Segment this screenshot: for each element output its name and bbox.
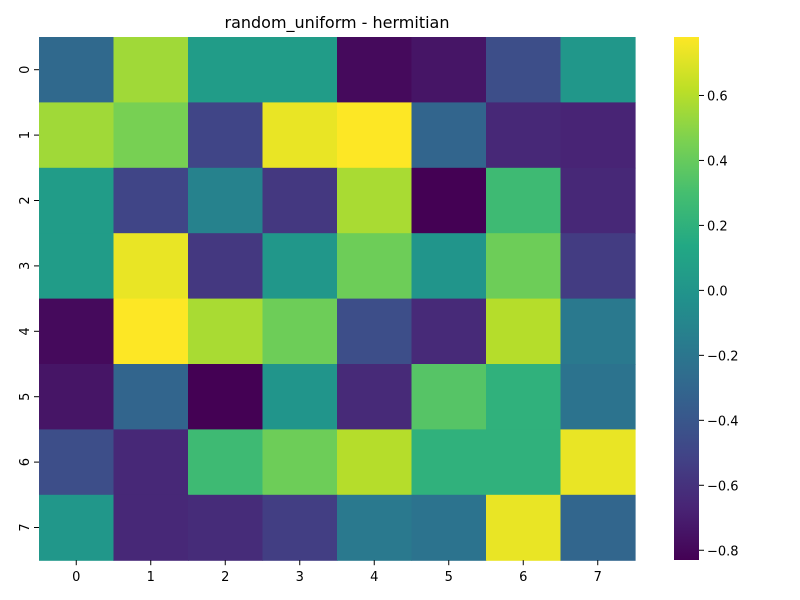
heatmap-cell-6-1 <box>113 429 189 496</box>
heatmap-cell-0-0 <box>39 37 115 103</box>
heatmap-cell-0-3 <box>262 37 338 103</box>
heatmap-cell-6-5 <box>411 429 487 496</box>
y-tick-label: 2 <box>18 196 33 204</box>
heatmap-cell-0-4 <box>337 37 413 103</box>
heatmap-cell-2-1 <box>113 167 189 234</box>
x-tick-label: 5 <box>445 570 453 585</box>
heatmap-cell-5-1 <box>113 364 189 430</box>
colorbar-gradient <box>674 37 699 560</box>
heatmap-cell-6-3 <box>262 429 338 496</box>
colorbar-tick-label: 0.2 <box>707 219 728 234</box>
heatmap-cell-1-1 <box>113 102 189 169</box>
heatmap-cell-0-2 <box>188 37 264 103</box>
heatmap-cell-5-5 <box>411 364 487 430</box>
y-tick-label: 6 <box>18 458 33 466</box>
x-axis: 0 1 2 3 4 5 6 7 <box>72 560 602 585</box>
heatmap-cell-7-2 <box>188 494 264 561</box>
colorbar-tick-label: −0.6 <box>707 479 739 494</box>
heatmap-cell-3-7 <box>560 233 636 300</box>
x-tick-label: 2 <box>221 570 229 585</box>
heatmap-cell-1-6 <box>486 102 562 169</box>
heatmap-cell-4-0 <box>39 298 115 365</box>
heatmap-cell-6-7 <box>560 429 636 496</box>
y-tick-label: 5 <box>18 393 33 401</box>
heatmap-cell-3-2 <box>188 233 264 300</box>
y-tick-label: 7 <box>18 523 33 531</box>
x-tick-label: 4 <box>370 570 378 585</box>
y-axis: 0 1 2 3 4 5 6 7 <box>18 66 39 532</box>
heatmap-cell-4-3 <box>262 298 338 365</box>
heatmap-cell-5-0 <box>39 364 115 430</box>
heatmap-cell-4-7 <box>560 298 636 365</box>
heatmap-cells <box>39 37 636 561</box>
heatmap-cell-7-7 <box>560 494 636 561</box>
heatmap-cell-7-6 <box>486 494 562 561</box>
heatmap-cell-6-0 <box>39 429 115 496</box>
heatmap-cell-2-4 <box>337 167 413 234</box>
x-tick-label: 7 <box>594 570 602 585</box>
heatmap-cell-2-5 <box>411 167 487 234</box>
colorbar-tick-label: −0.8 <box>707 544 739 559</box>
heatmap-cell-2-6 <box>486 167 562 234</box>
heatmap-cell-4-2 <box>188 298 264 365</box>
heatmap-cell-3-6 <box>486 233 562 300</box>
heatmap-cell-3-3 <box>262 233 338 300</box>
heatmap-cell-7-3 <box>262 494 338 561</box>
colorbar-tick-label: 0.0 <box>707 284 728 299</box>
heatmap-cell-0-7 <box>560 37 636 103</box>
heatmap-cell-2-7 <box>560 167 636 234</box>
heatmap-cell-3-0 <box>39 233 115 300</box>
x-tick-label: 6 <box>519 570 527 585</box>
heatmap-cell-6-6 <box>486 429 562 496</box>
colorbar: −0.8 −0.6 −0.4 −0.2 0.0 0.2 0.4 0.6 <box>674 37 739 560</box>
colorbar-tick-label: 0.4 <box>707 154 728 169</box>
heatmap-cell-6-2 <box>188 429 264 496</box>
heatmap-cell-0-5 <box>411 37 487 103</box>
heatmap-cell-4-4 <box>337 298 413 365</box>
y-tick-label: 3 <box>18 262 33 270</box>
heatmap-cell-5-3 <box>262 364 338 430</box>
heatmap-cell-7-1 <box>113 494 189 561</box>
heatmap-cell-1-3 <box>262 102 338 169</box>
heatmap-cell-7-5 <box>411 494 487 561</box>
colorbar-tick-label: −0.2 <box>707 349 739 364</box>
heatmap-cell-2-0 <box>39 167 115 234</box>
chart-title: random_uniform - hermitian <box>224 13 449 33</box>
heatmap-cell-2-3 <box>262 167 338 234</box>
heatmap-cell-3-1 <box>113 233 189 300</box>
heatmap-cell-7-4 <box>337 494 413 561</box>
heatmap-cell-1-4 <box>337 102 413 169</box>
heatmap-cell-5-4 <box>337 364 413 430</box>
heatmap-cell-4-6 <box>486 298 562 365</box>
heatmap-cell-6-4 <box>337 429 413 496</box>
heatmap-cell-5-7 <box>560 364 636 430</box>
x-tick-label: 3 <box>296 570 304 585</box>
heatmap-cell-0-6 <box>486 37 562 103</box>
heatmap-cell-3-5 <box>411 233 487 300</box>
heatmap-cell-1-7 <box>560 102 636 169</box>
heatmap-cell-5-2 <box>188 364 264 430</box>
heatmap-cell-4-1 <box>113 298 189 365</box>
x-tick-label: 0 <box>72 570 80 585</box>
y-tick-label: 0 <box>18 66 33 74</box>
heatmap-cell-4-5 <box>411 298 487 365</box>
y-tick-label: 1 <box>18 131 33 139</box>
heatmap-cell-2-2 <box>188 167 264 234</box>
heatmap-cell-1-2 <box>188 102 264 169</box>
heatmap-cell-5-6 <box>486 364 562 430</box>
colorbar-tick-label: −0.4 <box>707 414 739 429</box>
x-tick-label: 1 <box>147 570 155 585</box>
heatmap-cell-3-4 <box>337 233 413 300</box>
heatmap-cell-0-1 <box>113 37 189 103</box>
heatmap-cell-1-0 <box>39 102 115 169</box>
heatmap-cell-1-5 <box>411 102 487 169</box>
colorbar-tick-label: 0.6 <box>707 89 728 104</box>
heatmap-cell-7-0 <box>39 494 115 561</box>
y-tick-label: 4 <box>18 327 33 335</box>
